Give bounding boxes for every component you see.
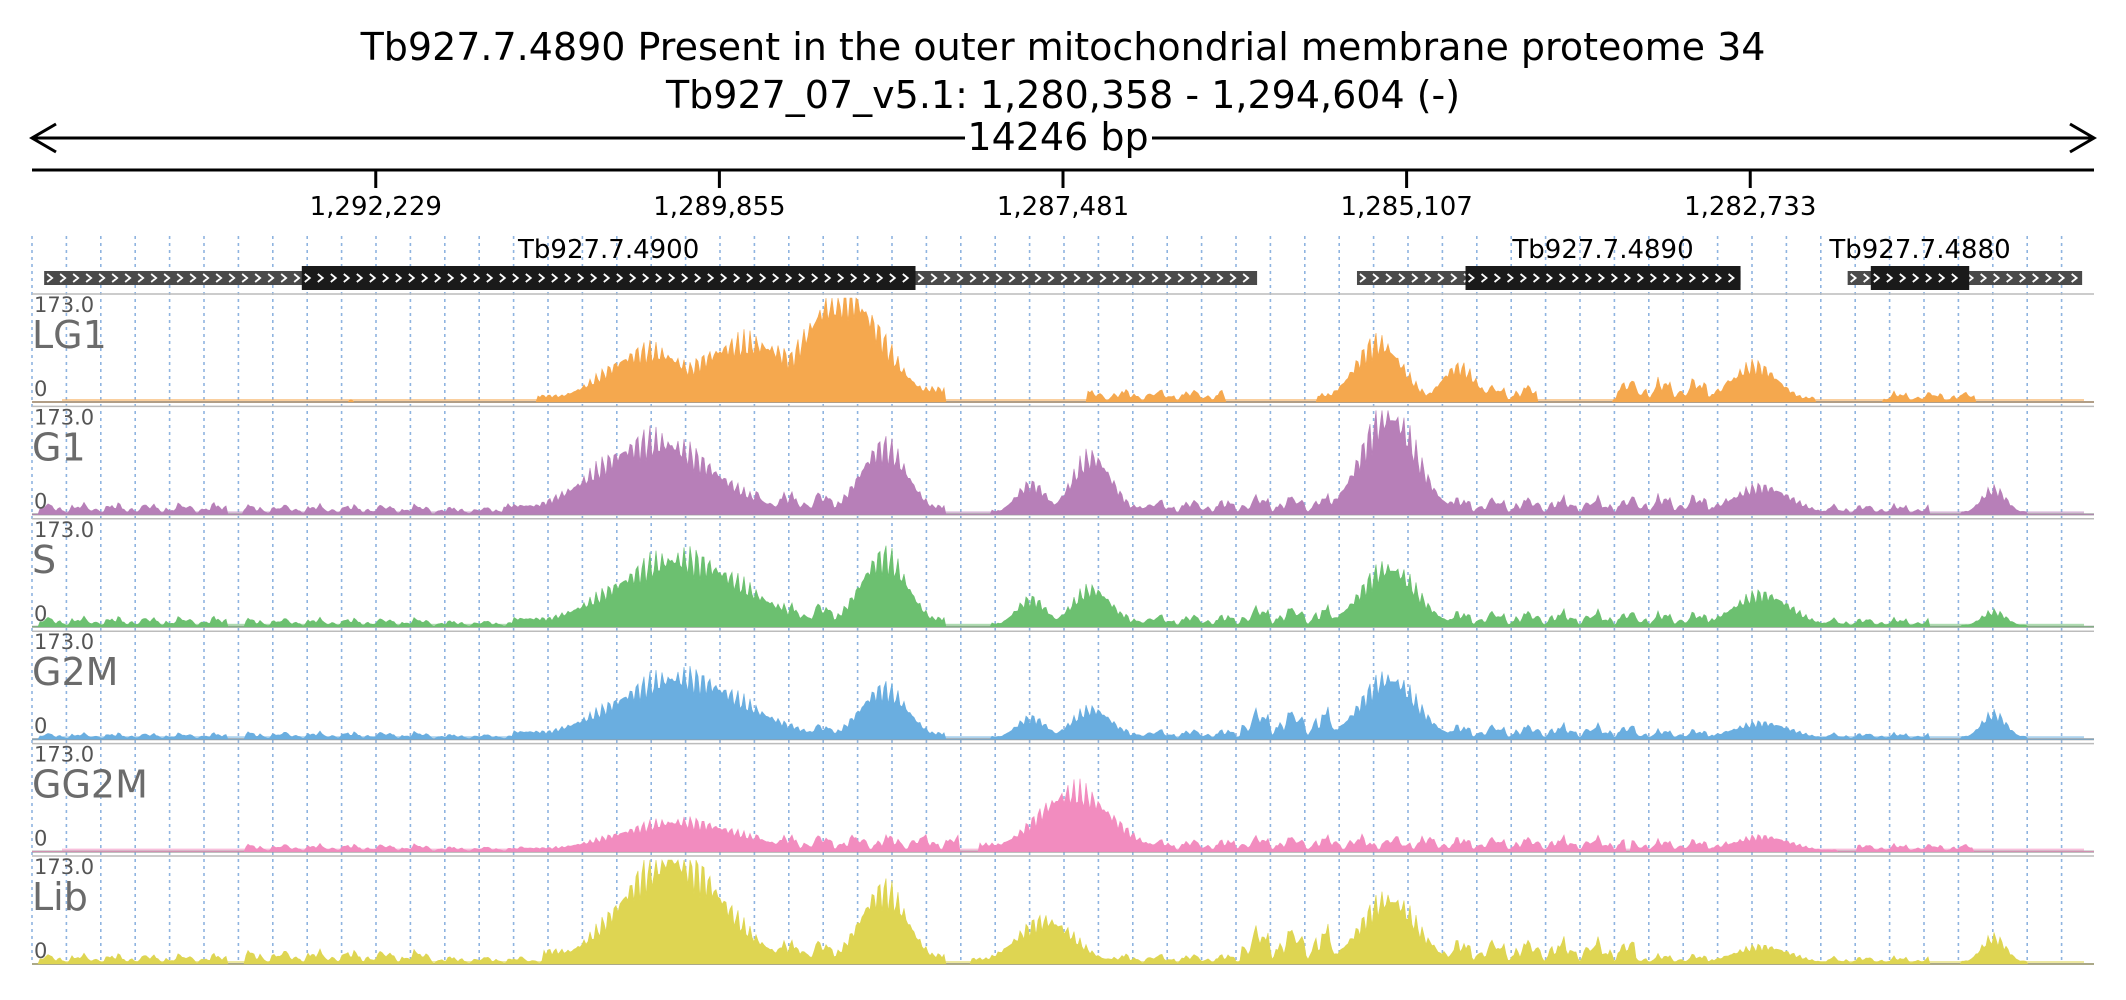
y-max-label: 173.0 [34, 630, 94, 654]
track-Lib: 173.0 0 Lib [32, 855, 2094, 965]
track-label: G2M [32, 650, 118, 694]
gene-cds [1870, 266, 1970, 290]
y-max-label: 173.0 [34, 405, 94, 429]
track-label: Lib [32, 875, 88, 919]
y-min-label: 0 [34, 827, 47, 851]
track-G2M: 173.0 0 G2M [32, 630, 2094, 741]
y-min-label: 0 [34, 714, 47, 738]
coverage-area-LG1 [32, 297, 2094, 403]
y-min-label: 0 [34, 939, 47, 963]
y-max-label: 173.0 [34, 293, 94, 317]
track-label: G1 [32, 425, 86, 469]
coverage-baseline-fill [62, 623, 2084, 626]
coordinate-ruler: 1,292,229 1,289,855 1,287,481 1,285,107 1,28… [32, 168, 2094, 222]
y-max-label: 173.0 [34, 743, 94, 767]
region-coordinates: Tb927_07_v5.1: 1,280,358 - 1,294,604 (-) [665, 73, 1460, 117]
coverage-baseline-fill [62, 736, 2084, 739]
track-label: S [32, 538, 56, 582]
track-GG2M: 173.0 0 GG2M [32, 743, 2094, 853]
track-G1: 173.0 0 G1 [32, 405, 2094, 516]
strand-chevrons [304, 273, 910, 283]
tick-label: 1,282,733 [1684, 192, 1816, 222]
coverage-baseline-fill [62, 961, 2084, 963]
y-max-label: 173.0 [34, 855, 94, 879]
tick-label: 1,289,855 [653, 192, 785, 222]
y-min-label: 0 [34, 377, 47, 401]
coverage-tracks: 173.00LG1173.00G1173.00S173.00G2M173.00G… [32, 293, 2094, 965]
track-S: 173.0 0 S [32, 518, 2094, 628]
strand-chevrons [1873, 273, 1959, 283]
strand-chevrons [1467, 273, 1735, 283]
span-label: 14246 bp [967, 115, 1148, 159]
gene-label: Tb927.7.4900 [517, 235, 699, 265]
gene-label: Tb927.7.4880 [1828, 235, 2010, 265]
track-label: GG2M [32, 763, 148, 807]
y-min-label: 0 [34, 489, 47, 513]
gene-Tb927.7.4880[interactable]: Tb927.7.4880 [1828, 235, 2083, 290]
track-LG1: 173.0 0 LG1 [32, 293, 2094, 403]
track-label: LG1 [32, 313, 107, 357]
coverage-baseline-fill [62, 848, 2084, 851]
y-min-label: 0 [34, 602, 47, 626]
coverage-area-G1 [32, 410, 2094, 515]
tick-label: 1,292,229 [310, 192, 442, 222]
gene-Tb927.7.4900[interactable]: Tb927.7.4900 [44, 235, 1258, 290]
gene-Tb927.7.4890[interactable]: Tb927.7.4890 [1356, 235, 1741, 290]
gene-track: Tb927.7.4900 Tb927.7.4890 Tb927.7.4880 [44, 235, 2083, 290]
gene-label: Tb927.7.4890 [1511, 235, 1693, 265]
coverage-area-Lib [32, 858, 2094, 965]
tick-label: 1,285,107 [1340, 192, 1472, 222]
coverage-baseline-fill [62, 399, 2084, 401]
span-arrow: 14246 bp [29, 115, 2097, 159]
y-max-label: 173.0 [34, 518, 94, 542]
coverage-baseline-fill [62, 511, 2084, 514]
tick-label: 1,287,481 [997, 192, 1129, 222]
coverage-area-S [32, 545, 2094, 628]
figure-title: Tb927.7.4890 Present in the outer mitoch… [360, 25, 1766, 69]
